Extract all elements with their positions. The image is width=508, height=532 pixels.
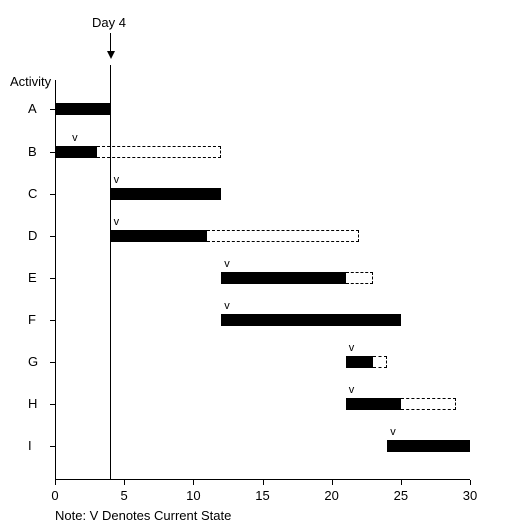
- chart-note: Note: V Denotes Current State: [55, 508, 231, 523]
- x-tick: [263, 480, 264, 485]
- y-tick: [50, 404, 55, 405]
- activity-label: C: [28, 186, 37, 201]
- activity-bar-slack: [346, 272, 374, 284]
- x-tick: [193, 480, 194, 485]
- x-tick: [55, 480, 56, 485]
- current-state-marker: v: [224, 258, 230, 270]
- activity-label: I: [28, 438, 32, 453]
- activity-label: E: [28, 270, 37, 285]
- x-tick: [332, 480, 333, 485]
- activity-label: B: [28, 144, 37, 159]
- day-arrow-line: [110, 33, 111, 51]
- current-state-marker: v: [390, 426, 396, 438]
- current-state-marker: v: [72, 132, 78, 144]
- activity-label: A: [28, 101, 37, 116]
- x-tick-label: 0: [51, 488, 58, 503]
- current-state-marker: v: [114, 216, 120, 228]
- day-marker-line: [110, 65, 111, 480]
- activity-bar: [221, 314, 401, 326]
- current-state-marker: v: [349, 342, 355, 354]
- y-tick: [50, 446, 55, 447]
- current-state-marker: v: [349, 384, 355, 396]
- y-axis-title: Activity: [10, 74, 51, 89]
- y-tick: [50, 278, 55, 279]
- activity-bar-slack: [401, 398, 456, 410]
- activity-bar: [110, 230, 207, 242]
- activity-bar: [387, 440, 470, 452]
- y-tick: [50, 362, 55, 363]
- activity-bar-slack: [207, 230, 359, 242]
- x-tick-label: 5: [121, 488, 128, 503]
- activity-bar: [110, 188, 221, 200]
- gantt-chart: Day 4 Activity Note: V Denotes Current S…: [0, 0, 508, 532]
- day-arrow-head-icon: [107, 51, 115, 59]
- activity-label: D: [28, 228, 37, 243]
- activity-label: G: [28, 354, 38, 369]
- activity-label: H: [28, 396, 37, 411]
- x-tick: [401, 480, 402, 485]
- y-tick: [50, 236, 55, 237]
- activity-bar-slack: [97, 146, 222, 158]
- current-state-marker: v: [224, 300, 230, 312]
- x-tick-label: 25: [394, 488, 408, 503]
- activity-bar: [346, 398, 401, 410]
- x-tick: [124, 480, 125, 485]
- x-tick: [470, 480, 471, 485]
- x-tick-label: 20: [324, 488, 338, 503]
- current-state-marker: v: [114, 174, 120, 186]
- day-marker-label: Day 4: [92, 15, 126, 30]
- y-tick: [50, 320, 55, 321]
- activity-bar: [55, 146, 97, 158]
- x-tick-label: 15: [255, 488, 269, 503]
- activity-bar: [55, 103, 110, 115]
- activity-label: F: [28, 312, 36, 327]
- x-tick-label: 10: [186, 488, 200, 503]
- y-tick: [50, 194, 55, 195]
- activity-bar-slack: [373, 356, 387, 368]
- activity-bar: [346, 356, 374, 368]
- activity-bar: [221, 272, 346, 284]
- x-tick-label: 30: [463, 488, 477, 503]
